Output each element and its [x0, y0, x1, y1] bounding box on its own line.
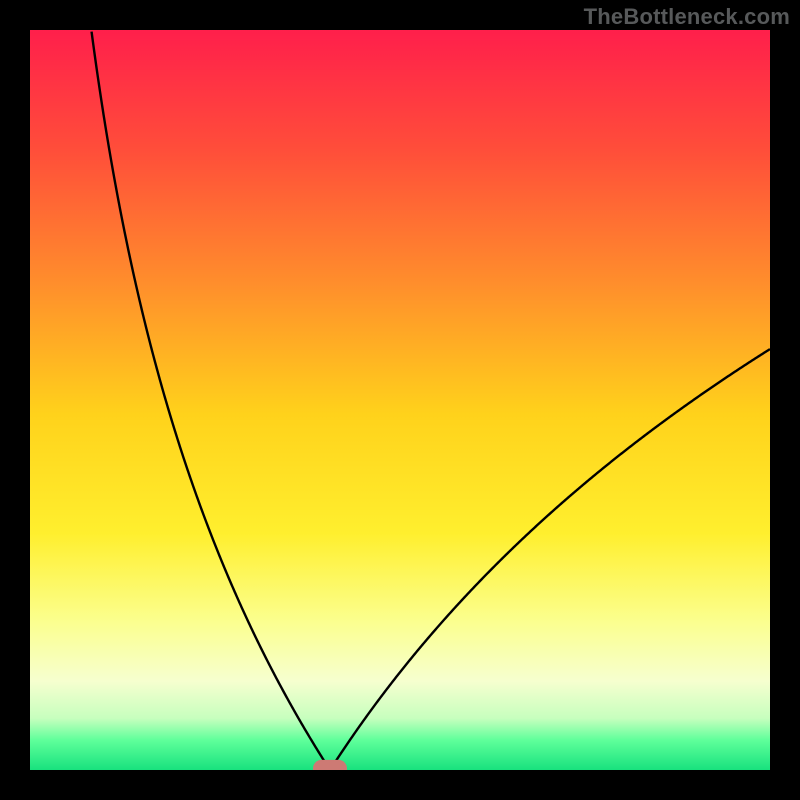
bottleneck-curve: [30, 30, 770, 770]
curve-left-branch: [92, 32, 330, 770]
curve-right-branch: [330, 349, 770, 770]
watermark: TheBottleneck.com: [584, 4, 790, 30]
optimal-marker: [313, 760, 347, 770]
plot-area: [30, 30, 770, 770]
